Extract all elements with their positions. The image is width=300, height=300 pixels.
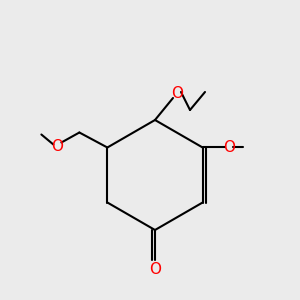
Text: O: O: [149, 262, 161, 278]
Text: O: O: [171, 86, 183, 101]
Text: O: O: [223, 140, 235, 155]
Text: O: O: [51, 139, 63, 154]
